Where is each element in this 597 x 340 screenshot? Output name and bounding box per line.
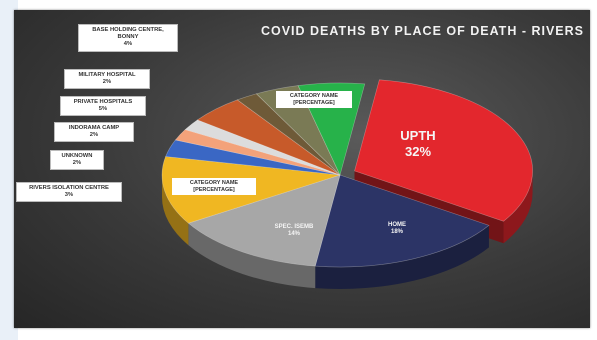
callout-isolation-centre: RIVERS ISOLATION CENTRE 3% (16, 182, 122, 203)
label-upth: UPTH 32% (382, 128, 454, 159)
pie-slice-indorama-camp (184, 119, 341, 176)
label-upth-name: UPTH (400, 128, 436, 143)
callout-private-hospitals: PRIVATE HOSPITALS 5% (60, 96, 146, 117)
page-margin (0, 0, 18, 340)
label-green-name: CATEGORY NAME (289, 93, 339, 99)
label-home-name: HOME (388, 222, 406, 228)
label-spec-percent: 14% (287, 231, 300, 238)
pie-slice-military-hospital (236, 93, 341, 176)
label-spec-name: SPEC. ISEMB (274, 224, 314, 230)
label-green-percent: [PERCENTAGE] (293, 99, 335, 106)
pie-slice-upth (354, 79, 533, 222)
callout-percent: 2% (102, 79, 112, 86)
pie-slice-home (314, 174, 490, 268)
callout-military-hospital: MILITARY HOSPITAL 2% (64, 69, 150, 90)
label-green-category: CATEGORY NAME [PERCENTAGE] (276, 91, 352, 109)
pie-slice-unknown (174, 129, 341, 176)
callout-indorama-camp: INDORAMA CAMP 2% (54, 122, 134, 143)
pie-slice-spec-isemb (187, 174, 341, 267)
label-yellow-category: CATEGORY NAME [PERCENTAGE] (172, 178, 256, 196)
chart-title: COVID DEATHS BY PLACE OF DEATH - RIVERS (260, 24, 584, 38)
callout-label: BASE HOLDING CENTRE, BONNY (92, 27, 164, 41)
callout-label: UNKNOWN (61, 153, 93, 159)
callout-label: PRIVATE HOSPITALS (73, 99, 133, 105)
pie-slice-side (503, 170, 533, 244)
label-yellow-percent: [PERCENTAGE] (193, 186, 235, 193)
pie-slice-private-hospitals (196, 99, 341, 176)
label-spec: SPEC. ISEMB 14% (264, 224, 324, 238)
pie-slice-rivers-isolation-centre (165, 139, 341, 176)
pie-slice-side (315, 225, 489, 290)
label-yellow-name: CATEGORY NAME (189, 180, 239, 186)
callout-label: MILITARY HOSPITAL (78, 72, 136, 78)
pie-slice-side (162, 175, 189, 246)
callout-percent: 5% (98, 106, 108, 113)
callout-percent: 2% (89, 132, 99, 139)
callout-label: INDORAMA CAMP (68, 125, 120, 131)
callout-label: RIVERS ISOLATION CENTRE (29, 185, 109, 191)
chart-area: COVID DEATHS BY PLACE OF DEATH - RIVERS … (14, 10, 590, 328)
pie-chart (161, 79, 533, 290)
callout-percent: 2% (72, 160, 82, 167)
callout-base-holding-centre: BASE HOLDING CENTRE, BONNY 4% (78, 24, 178, 52)
pie-slice-side (188, 223, 316, 289)
pie-slices (161, 79, 533, 268)
label-upth-percent: 32% (404, 143, 432, 159)
label-home-percent: 18% (390, 229, 403, 236)
callout-percent: 3% (64, 192, 74, 199)
label-home: HOME 18% (372, 222, 422, 236)
callout-unknown: UNKNOWN 2% (50, 150, 104, 171)
callout-percent: 4% (123, 41, 133, 48)
